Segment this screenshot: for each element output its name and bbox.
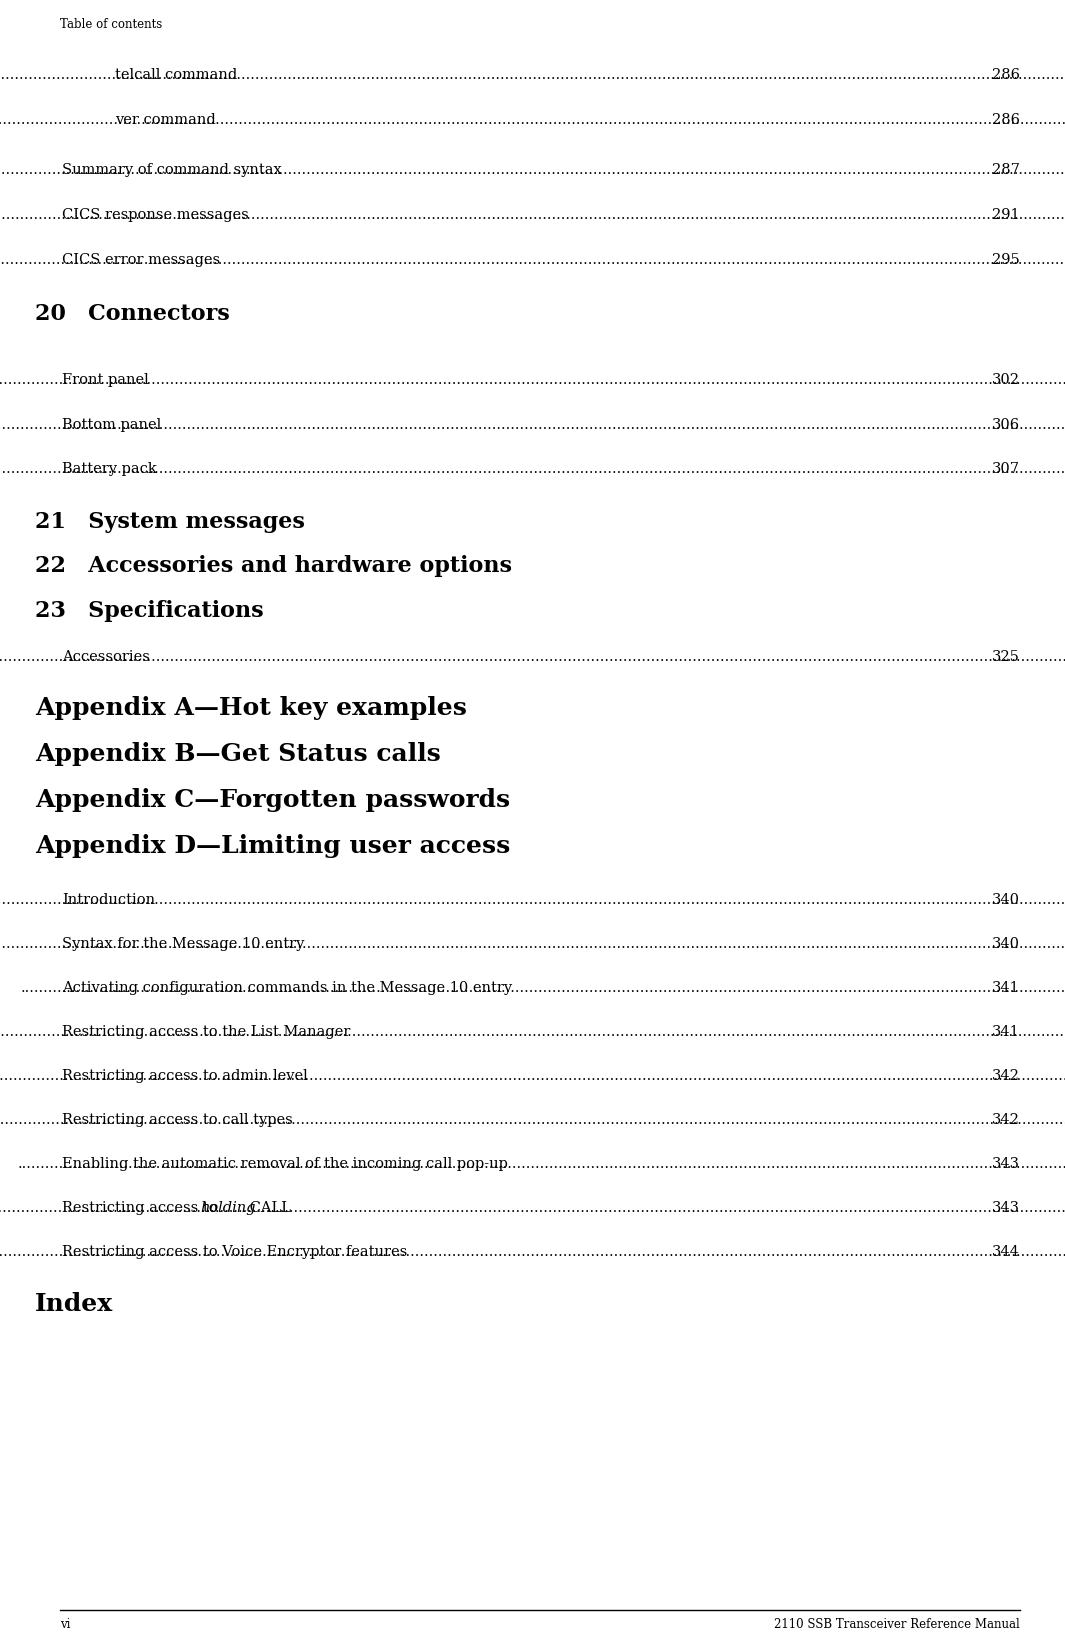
- Text: 340: 340: [992, 893, 1020, 906]
- Text: ................................................................................: ........................................…: [0, 938, 1065, 951]
- Text: 21 System messages: 21 System messages: [35, 511, 305, 533]
- Text: Summary of command syntax: Summary of command syntax: [62, 162, 282, 177]
- Text: 302: 302: [992, 374, 1020, 387]
- Text: ver command: ver command: [115, 113, 216, 126]
- Text: Restricting access to the List Manager: Restricting access to the List Manager: [62, 1024, 350, 1039]
- Text: ................................................................................: ........................................…: [0, 113, 1065, 126]
- Text: Introduction: Introduction: [62, 893, 155, 906]
- Text: Battery pack: Battery pack: [62, 462, 157, 475]
- Text: Appendix D—Limiting user access: Appendix D—Limiting user access: [35, 834, 510, 857]
- Text: vi: vi: [60, 1618, 70, 1631]
- Text: Restricting access to call types: Restricting access to call types: [62, 1113, 293, 1128]
- Text: ................................................................................: ........................................…: [0, 67, 1065, 82]
- Text: 291: 291: [993, 208, 1020, 221]
- Text: ................................................................................: ........................................…: [0, 208, 1065, 221]
- Text: CALL: CALL: [245, 1201, 291, 1214]
- Text: Restricting access to admin level: Restricting access to admin level: [62, 1069, 308, 1083]
- Text: 286: 286: [992, 67, 1020, 82]
- Text: Front panel: Front panel: [62, 374, 149, 387]
- Text: 22 Accessories and hardware options: 22 Accessories and hardware options: [35, 556, 512, 577]
- Text: Appendix C—Forgotten passwords: Appendix C—Forgotten passwords: [35, 788, 510, 811]
- Text: 20 Connectors: 20 Connectors: [35, 303, 230, 325]
- Text: 341: 341: [993, 1024, 1020, 1039]
- Text: ................................................................................: ........................................…: [0, 1246, 1065, 1259]
- Text: 23 Specifications: 23 Specifications: [35, 600, 264, 621]
- Text: ................................................................................: ........................................…: [0, 893, 1065, 906]
- Text: Restricting access to: Restricting access to: [62, 1201, 223, 1214]
- Text: 295: 295: [993, 252, 1020, 267]
- Text: 287: 287: [993, 162, 1020, 177]
- Text: 341: 341: [993, 982, 1020, 995]
- Text: 306: 306: [992, 418, 1020, 433]
- Text: ................................................................................: ........................................…: [0, 1201, 1065, 1214]
- Text: Table of contents: Table of contents: [60, 18, 162, 31]
- Text: 340: 340: [992, 938, 1020, 951]
- Text: ................................................................................: ........................................…: [0, 1069, 1065, 1083]
- Text: ................................................................................: ........................................…: [0, 462, 1065, 475]
- Text: ................................................................................: ........................................…: [0, 162, 1065, 177]
- Text: Activating configuration commands in the Message 10 entry: Activating configuration commands in the…: [62, 982, 522, 995]
- Text: CICS error messages: CICS error messages: [62, 252, 220, 267]
- Text: Accessories: Accessories: [62, 651, 150, 664]
- Text: ................................................................................: ........................................…: [21, 982, 1065, 995]
- Text: 307: 307: [992, 462, 1020, 475]
- Text: ................................................................................: ........................................…: [0, 1113, 1065, 1128]
- Text: 343: 343: [992, 1157, 1020, 1170]
- Text: holding: holding: [200, 1201, 256, 1214]
- Text: Appendix B—Get Status calls: Appendix B—Get Status calls: [35, 742, 441, 765]
- Text: 344: 344: [993, 1246, 1020, 1259]
- Text: Enabling the automatic removal of the incoming call pop-up: Enabling the automatic removal of the in…: [62, 1157, 508, 1170]
- Text: Appendix A—Hot key examples: Appendix A—Hot key examples: [35, 697, 466, 720]
- Text: Restricting access to Voice Encryptor features: Restricting access to Voice Encryptor fe…: [62, 1246, 407, 1259]
- Text: ................................................................................: ........................................…: [0, 651, 1065, 664]
- Text: ................................................................................: ........................................…: [18, 1157, 1065, 1170]
- Text: 286: 286: [992, 113, 1020, 126]
- Text: Bottom panel: Bottom panel: [62, 418, 161, 433]
- Text: 325: 325: [993, 651, 1020, 664]
- Text: CICS response messages: CICS response messages: [62, 208, 249, 221]
- Text: ................................................................................: ........................................…: [0, 418, 1065, 433]
- Text: 342: 342: [993, 1069, 1020, 1083]
- Text: ................................................................................: ........................................…: [0, 252, 1065, 267]
- Text: Syntax for the Message 10 entry: Syntax for the Message 10 entry: [62, 938, 305, 951]
- Text: Index: Index: [35, 1292, 113, 1316]
- Text: ................................................................................: ........................................…: [0, 374, 1065, 387]
- Text: 342: 342: [993, 1113, 1020, 1128]
- Text: telcall command: telcall command: [115, 67, 237, 82]
- Text: ................................................................................: ........................................…: [0, 1024, 1065, 1039]
- Text: 2110 SSB Transceiver Reference Manual: 2110 SSB Transceiver Reference Manual: [774, 1618, 1020, 1631]
- Text: 343: 343: [992, 1201, 1020, 1214]
